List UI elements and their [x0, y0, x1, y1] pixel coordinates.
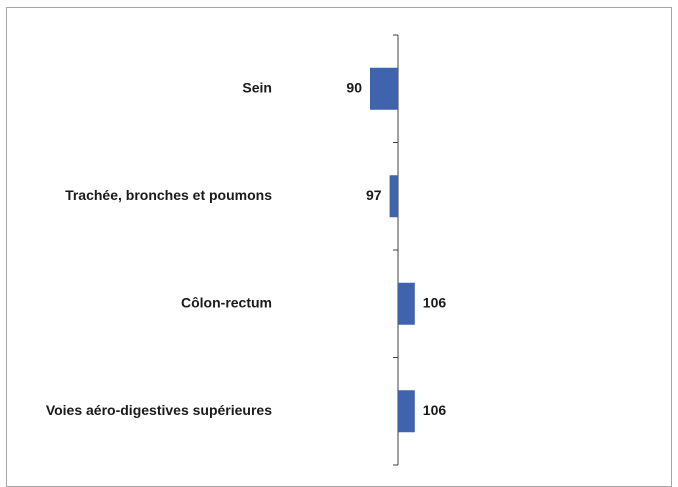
- category-label: Voies aéro-digestives supérieures: [46, 402, 272, 418]
- bar: [389, 175, 398, 218]
- bar: [398, 390, 415, 433]
- value-label: 106: [423, 402, 447, 418]
- bar: [370, 67, 398, 110]
- value-label: 106: [423, 294, 447, 310]
- value-label: 90: [346, 79, 362, 95]
- category-label: Côlon-rectum: [181, 294, 272, 310]
- category-label: Sein: [242, 79, 272, 95]
- category-label: Trachée, bronches et poumons: [65, 187, 272, 203]
- bar: [398, 282, 415, 325]
- value-label: 97: [366, 187, 382, 203]
